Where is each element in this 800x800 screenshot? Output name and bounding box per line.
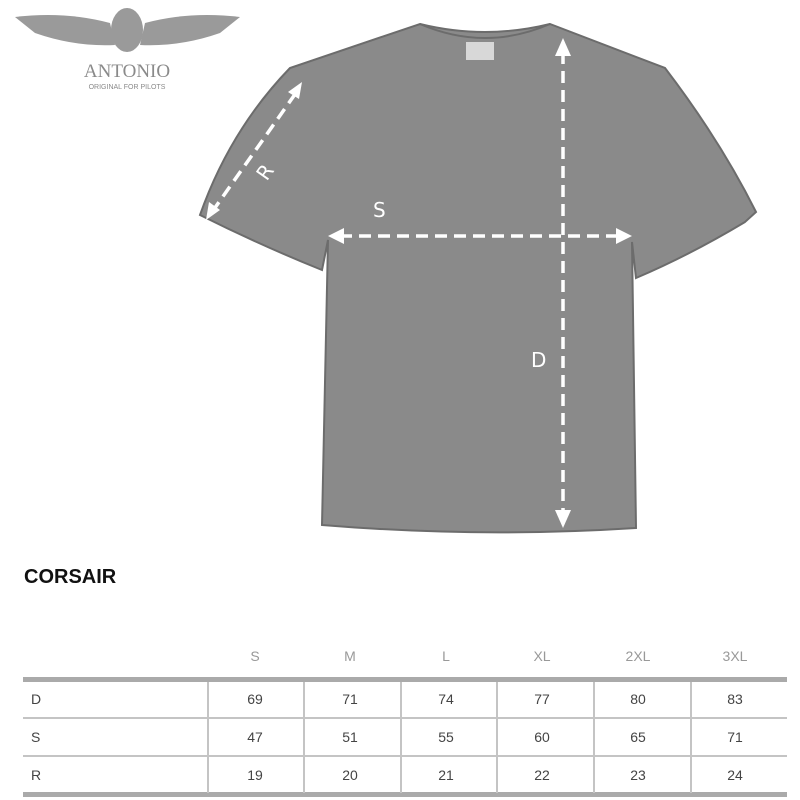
cell: 51 bbox=[342, 729, 358, 745]
column-header: S bbox=[250, 648, 260, 664]
divider bbox=[23, 755, 787, 757]
cell: 80 bbox=[630, 691, 646, 707]
divider bbox=[23, 792, 787, 797]
divider bbox=[23, 717, 787, 719]
product-title: CORSAIR bbox=[24, 566, 117, 588]
column-header: L bbox=[442, 648, 450, 664]
column-header: M bbox=[344, 648, 356, 664]
column-header: 3XL bbox=[722, 648, 748, 664]
cell: 24 bbox=[727, 767, 743, 783]
cell: 20 bbox=[342, 767, 358, 783]
cell: 22 bbox=[534, 767, 550, 783]
sleeve-arrow bbox=[210, 88, 300, 214]
svg-text:ORIGINAL FOR PILOTS: ORIGINAL FOR PILOTS bbox=[89, 84, 166, 91]
tshirt-diagram bbox=[198, 22, 758, 534]
svg-text:ANTONIO: ANTONIO bbox=[84, 61, 170, 82]
cell: 23 bbox=[630, 767, 646, 783]
cell: 55 bbox=[438, 729, 454, 745]
cell: 71 bbox=[727, 729, 743, 745]
cell: 19 bbox=[247, 767, 263, 783]
size-table: S M L XL 2XL 3XL D 69 71 74 77 80 83 S 4… bbox=[23, 640, 787, 800]
row-label: D bbox=[31, 691, 42, 707]
cell: 60 bbox=[534, 729, 550, 745]
cell: 83 bbox=[727, 691, 743, 707]
cell: 71 bbox=[342, 691, 358, 707]
column-header: XL bbox=[533, 648, 551, 664]
divider bbox=[23, 677, 787, 682]
length-label: D bbox=[531, 348, 547, 372]
column-header: 2XL bbox=[625, 648, 651, 664]
cell: 47 bbox=[247, 729, 263, 745]
tshirt-shape bbox=[198, 22, 758, 534]
antonio-logo: ANTONIO ORIGINAL FOR PILOTS bbox=[15, 8, 240, 91]
row-label: S bbox=[31, 729, 41, 745]
cell: 21 bbox=[438, 767, 454, 783]
cell: 74 bbox=[438, 691, 454, 707]
cell: 65 bbox=[630, 729, 646, 745]
width-label: S bbox=[373, 198, 386, 222]
row-label: R bbox=[31, 767, 42, 783]
cell: 77 bbox=[534, 691, 550, 707]
cell: 69 bbox=[247, 691, 263, 707]
